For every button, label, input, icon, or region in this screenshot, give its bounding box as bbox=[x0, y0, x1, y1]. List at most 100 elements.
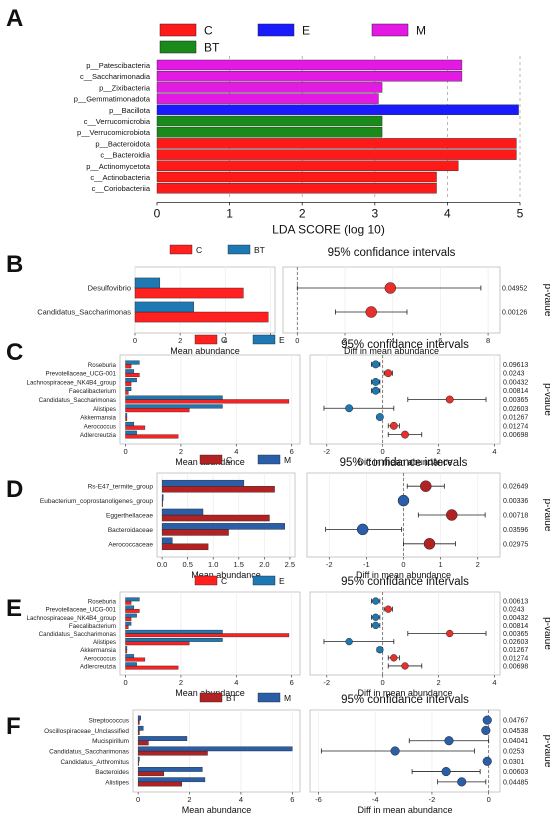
p-value: 0.01267 bbox=[503, 647, 528, 654]
category-label: Alistipes bbox=[93, 639, 116, 646]
legend-label-m: M bbox=[284, 455, 291, 465]
bar-c bbox=[125, 364, 132, 369]
category-label: Candidatus_Saccharimonas bbox=[39, 631, 116, 638]
ci-x-tick-label: -1 bbox=[363, 560, 370, 569]
legend-label-bt: BT bbox=[226, 693, 237, 703]
bar-c bbox=[125, 608, 140, 613]
bar-e bbox=[125, 613, 137, 618]
bar-m bbox=[137, 767, 203, 772]
bar-m bbox=[137, 746, 293, 752]
bar-c bbox=[125, 625, 129, 629]
bar-x-tick-label: 0.0 bbox=[157, 560, 167, 569]
bar-m bbox=[161, 523, 285, 530]
bar-c bbox=[161, 529, 229, 536]
legend-label-c: C bbox=[226, 455, 232, 465]
bar-x-tick-label: 1.0 bbox=[208, 560, 218, 569]
p-value: 0.01274 bbox=[503, 655, 528, 662]
bar-c bbox=[161, 500, 163, 507]
bar-e bbox=[125, 605, 135, 610]
diff-point bbox=[482, 715, 492, 725]
bar-x-axis-label: Mean abundance bbox=[191, 570, 261, 580]
bar-e bbox=[125, 629, 223, 634]
legend-swatch-m bbox=[257, 692, 281, 703]
bar-c bbox=[134, 311, 269, 323]
category-label: p__Zixibacteria bbox=[99, 83, 151, 92]
bar-x-tick-label: 0 bbox=[123, 447, 127, 456]
bar-m bbox=[137, 725, 144, 731]
ci-x-tick-label: 0 bbox=[381, 678, 385, 687]
bar-c bbox=[161, 543, 209, 551]
category-label: Streptococcus bbox=[89, 718, 130, 725]
lda-bar bbox=[156, 149, 517, 160]
ci-x-tick-label: 0 bbox=[487, 795, 491, 804]
ci-x-tick-label: 2 bbox=[436, 447, 440, 456]
p-value: 0.00613 bbox=[503, 599, 528, 606]
diff-point bbox=[356, 523, 369, 536]
legend-swatch-c bbox=[199, 454, 223, 465]
bar-bt bbox=[137, 771, 165, 777]
diff-point bbox=[371, 386, 380, 395]
bar-e bbox=[125, 360, 140, 365]
p-value: 0.00365 bbox=[503, 631, 528, 638]
ci-x-tick-label: -2 bbox=[429, 795, 436, 804]
diff-point bbox=[401, 662, 409, 670]
ci-plot-frame bbox=[282, 266, 501, 334]
bar-bt bbox=[137, 719, 140, 725]
diff-point bbox=[371, 360, 380, 369]
legend-swatch-c bbox=[194, 575, 218, 586]
legend-swatch-bt bbox=[199, 692, 223, 703]
bar-x-tick-label: 4 bbox=[239, 795, 243, 804]
bar-x-tick-label: 4 bbox=[223, 336, 227, 345]
category-label: c__Saccharimonadia bbox=[80, 72, 151, 81]
x-axis-label: LDA SCORE (log 10) bbox=[272, 222, 385, 236]
legend-swatch-c bbox=[169, 244, 193, 255]
panel-b: C BT 95% confidance intervals Desulfovibrio… bbox=[37, 244, 550, 356]
category-label: Lachnospiraceae_NK4B4_group bbox=[27, 615, 117, 622]
diff-point bbox=[376, 646, 384, 654]
bar-m bbox=[137, 777, 206, 783]
p-value: 0.04041 bbox=[503, 738, 528, 745]
diff-point bbox=[446, 509, 458, 521]
legend-label-c: C bbox=[221, 576, 227, 586]
p-value: 0.02975 bbox=[503, 541, 528, 548]
diff-point bbox=[446, 629, 454, 638]
p-value: 0.0243 bbox=[503, 371, 525, 378]
diff-point bbox=[420, 480, 432, 492]
bar-e bbox=[125, 430, 137, 435]
panel-c: C E 95% confidance intervalsRoseburiaPrevo… bbox=[27, 334, 550, 467]
x-tick-label: 5 bbox=[517, 206, 524, 220]
p-value: 0.00698 bbox=[503, 663, 528, 670]
category-label: c__Coriobacteriia bbox=[92, 184, 151, 193]
legend-label-m: M bbox=[416, 24, 426, 38]
p-value: 0.02649 bbox=[503, 484, 528, 491]
category-label: Akkermansia bbox=[80, 647, 116, 654]
bar-e bbox=[125, 638, 223, 642]
bar-plot-frame bbox=[134, 266, 276, 334]
x-tick-label: 2 bbox=[299, 206, 306, 220]
p-value: 0.04485 bbox=[503, 779, 528, 786]
lda-bar bbox=[156, 115, 383, 127]
bar-m bbox=[161, 494, 164, 501]
legend-swatch-e bbox=[252, 334, 276, 345]
diff-point bbox=[389, 421, 398, 430]
diff-point bbox=[457, 777, 467, 787]
p-value-axis-label: p-value bbox=[542, 284, 550, 317]
lda-bar bbox=[156, 82, 383, 93]
legend-swatch-bt bbox=[159, 40, 197, 54]
bar-e bbox=[125, 369, 135, 374]
category-label: p__Patescibacteria bbox=[86, 61, 151, 70]
bar-e bbox=[125, 621, 132, 626]
category-label: Bacteroidaceae bbox=[108, 527, 154, 534]
diff-point bbox=[372, 597, 380, 605]
p-value: 0.0243 bbox=[503, 607, 525, 614]
diff-point bbox=[371, 378, 380, 386]
bar-c bbox=[134, 287, 244, 299]
lda-bar bbox=[156, 59, 463, 71]
lda-bar bbox=[156, 182, 437, 194]
bar-bt bbox=[137, 740, 149, 746]
category-label: Faecalibacterium bbox=[69, 388, 116, 395]
legend: BT M bbox=[199, 692, 291, 703]
diff-point bbox=[481, 725, 491, 735]
